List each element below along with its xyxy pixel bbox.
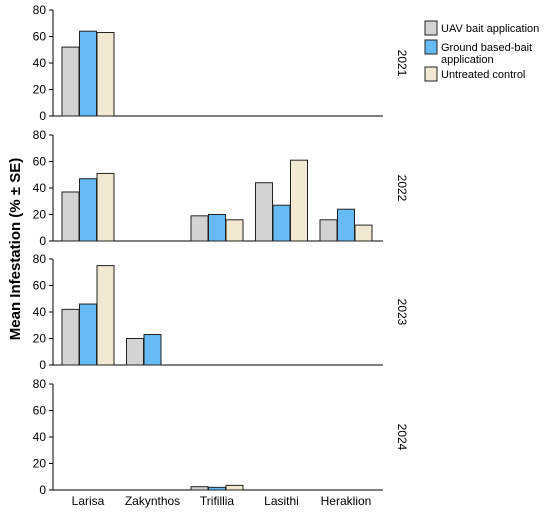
bar-2024-trifillia-s2 xyxy=(208,486,226,491)
x-tick-label: Lasithi xyxy=(264,494,299,508)
bar-2022-heraklion-s2 xyxy=(337,208,355,242)
y-tick-label: 40 xyxy=(33,430,47,444)
x-tick-label: Zakynthos xyxy=(125,494,180,508)
y-tick-label: 80 xyxy=(33,252,47,266)
y-tick-label: 20 xyxy=(33,457,47,471)
bar-2024-trifillia-s1 xyxy=(190,486,209,491)
bar-2022-larisa-s3 xyxy=(96,172,115,242)
bar-2023-zakynthos-s2 xyxy=(143,334,162,366)
y-tick-label: 0 xyxy=(39,234,46,248)
legend-label: Ground based-bait application xyxy=(441,42,532,66)
bar-2024-trifillia-s3 xyxy=(225,484,244,491)
facet-label: 2021 xyxy=(395,50,409,77)
panel-2023: 0 20 40 60 80 2023 xyxy=(33,252,409,372)
y-tick-label: 80 xyxy=(33,377,47,391)
y-tick-label: 40 xyxy=(33,305,47,319)
y-tick-label: 20 xyxy=(33,208,47,222)
panel-2024: 0 20 40 60 80 2024 xyxy=(33,377,409,497)
y-axis-title: Mean Infestation (% ± SE) xyxy=(7,158,24,340)
bar-2021-larisa-s3 xyxy=(96,32,115,117)
bar-2022-trifillia-s1 xyxy=(190,215,209,242)
y-tick-label: 0 xyxy=(39,483,46,497)
bar-2023-larisa-s2 xyxy=(79,303,97,366)
panels: 0204060802021020406080202202040608020230… xyxy=(33,3,409,497)
bar-2021-larisa-s1 xyxy=(61,46,80,117)
x-tick-label: Larisa xyxy=(72,494,105,508)
x-tick-label: Heraklion xyxy=(321,494,372,508)
y-tick-label: 40 xyxy=(33,56,47,70)
facet-label: 2022 xyxy=(395,175,409,202)
panel-2022: 0 20 40 60 80 2022 xyxy=(33,128,409,248)
y-tick-label: 80 xyxy=(33,3,47,17)
bar-2023-zakynthos-s1 xyxy=(126,338,144,366)
y-tick-label: 60 xyxy=(33,155,47,169)
facet-label: 2024 xyxy=(395,424,409,451)
bar-2022-heraklion-s3 xyxy=(354,224,373,242)
legend-swatch xyxy=(424,20,438,36)
bar-2023-larisa-s3 xyxy=(96,265,115,366)
y-tick-label: 60 xyxy=(33,30,47,44)
bar-2022-larisa-s2 xyxy=(79,178,97,242)
panel-2021: 0 20 40 60 80 2021 xyxy=(33,3,409,123)
bar-2022-lasithi-s1 xyxy=(255,182,273,242)
bar-2022-lasithi-s2 xyxy=(272,204,291,242)
bar-2022-lasithi-s3 xyxy=(290,159,308,242)
bar-2022-trifillia-s2 xyxy=(208,214,226,242)
y-tick-label: 20 xyxy=(33,83,47,97)
legend-label: Untreated control xyxy=(441,69,525,81)
y-tick-label: 60 xyxy=(33,404,47,418)
bar-2022-trifillia-s3 xyxy=(225,219,244,242)
y-tick-label: 40 xyxy=(33,181,47,195)
y-tick-label: 60 xyxy=(33,279,47,293)
x-axis-labels: Larisa Zakynthos Trifillia Lasithi Heraklion xyxy=(72,494,372,508)
bar-2021-larisa-s2 xyxy=(79,30,97,117)
y-tick-label: 20 xyxy=(33,332,47,346)
legend: UAV bait application Ground based-bait app… xyxy=(424,20,539,82)
legend-swatch xyxy=(424,39,438,55)
y-tick-label: 0 xyxy=(39,109,46,123)
legend-label: UAV bait application xyxy=(441,23,539,35)
y-tick-label: 0 xyxy=(39,358,46,372)
bar-2022-larisa-s1 xyxy=(61,191,80,242)
facet-label: 2023 xyxy=(395,299,409,326)
x-tick-label: Trifillia xyxy=(200,494,235,508)
legend-swatch xyxy=(424,66,438,82)
bar-2023-larisa-s1 xyxy=(61,308,80,366)
bar-2022-heraklion-s1 xyxy=(319,219,338,242)
y-tick-label: 80 xyxy=(33,128,47,142)
